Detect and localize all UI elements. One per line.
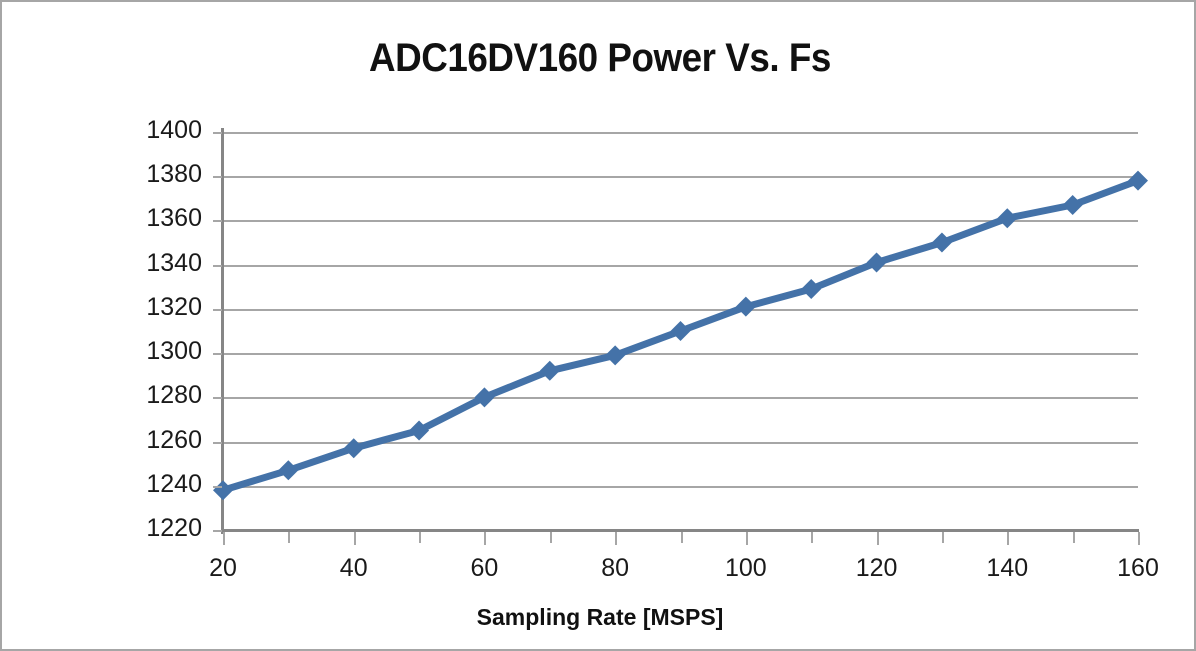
x-axis-tick-label: 40 (339, 554, 368, 582)
y-axis-tick (213, 308, 222, 311)
gridline-horizontal (223, 308, 1138, 311)
y-axis-tick-label: 1220 (146, 514, 202, 542)
y-axis-tick-label: 1300 (146, 337, 202, 366)
x-axis-tick (745, 532, 748, 545)
gridline-horizontal (223, 353, 1138, 356)
x-axis-tick (1007, 532, 1010, 545)
x-axis-tick-label: 120 (855, 554, 898, 582)
y-axis-tick-label: 1320 (146, 292, 202, 321)
gridline-horizontal (223, 132, 1138, 134)
gridline-horizontal (223, 485, 1138, 488)
x-axis-minor-tick (419, 532, 422, 543)
x-axis-line (221, 529, 1139, 532)
gridline-horizontal (223, 176, 1138, 179)
x-axis-tick-label: 60 (470, 554, 499, 582)
y-axis-line (221, 128, 224, 534)
y-axis-tick (213, 441, 222, 444)
x-axis-tick (484, 532, 487, 545)
x-axis-tick (1138, 532, 1140, 545)
gridline-horizontal (223, 397, 1138, 400)
x-axis-tick-label: 160 (1117, 554, 1159, 582)
gridline-horizontal (223, 441, 1138, 444)
x-axis-minor-tick (288, 532, 291, 543)
y-axis-tick (213, 264, 222, 267)
gridline-horizontal (223, 220, 1138, 223)
x-axis-tick-label: 80 (601, 554, 630, 582)
plot-area (223, 132, 1138, 532)
y-axis-tick-label: 1260 (146, 425, 202, 454)
x-axis-tick-label: 100 (724, 554, 767, 582)
y-axis-tick-label: 1400 (146, 116, 202, 144)
x-axis-tick (615, 532, 618, 545)
x-axis-minor-tick (811, 532, 814, 543)
y-axis-tick (213, 485, 222, 488)
y-axis-tick-label: 1360 (146, 204, 202, 233)
x-axis-tick (223, 532, 225, 545)
gridline-horizontal (223, 264, 1138, 267)
x-axis-tick (876, 532, 879, 545)
y-axis-tick-label: 1280 (146, 381, 202, 410)
x-axis-title: Sampling Rate [MSPS] (476, 604, 724, 630)
y-axis-tick-label: 1380 (146, 160, 202, 189)
y-axis-tick-label: 1340 (146, 248, 202, 277)
y-axis-tick (213, 176, 222, 179)
y-axis-tick-label: 1240 (146, 469, 202, 498)
y-axis-tick (213, 132, 222, 134)
x-axis-tick-label: 140 (986, 554, 1029, 582)
x-axis-minor-tick (941, 532, 944, 543)
y-axis-tick (213, 530, 222, 532)
x-axis-minor-tick (680, 532, 683, 543)
x-axis-minor-tick (549, 532, 552, 543)
x-axis-tick (353, 532, 356, 545)
chart-title: ADC16DV160 Power Vs. Fs (369, 36, 831, 80)
y-axis-tick (213, 353, 222, 356)
y-axis-tick (213, 397, 222, 400)
y-axis-tick (213, 220, 222, 223)
x-axis-minor-tick (1072, 532, 1075, 543)
x-axis-tick-label: 20 (209, 554, 237, 582)
